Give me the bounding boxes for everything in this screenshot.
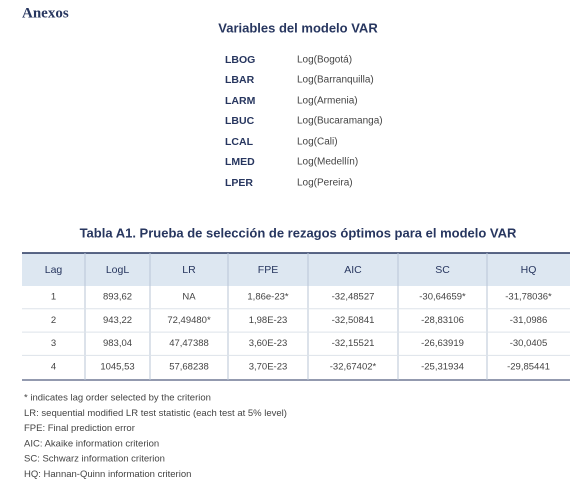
variable-code: LMED bbox=[225, 156, 255, 168]
table-cell: -28,83106 bbox=[421, 315, 464, 326]
page-title: Anexos bbox=[22, 5, 69, 21]
variable-label: Log(Armenia) bbox=[297, 96, 358, 107]
note: * indicates lag order selected by the cr… bbox=[24, 393, 211, 404]
table-cell: -31,0986 bbox=[510, 315, 548, 326]
table-cell: 943,22 bbox=[103, 315, 132, 326]
table-cell: 4 bbox=[51, 361, 56, 372]
table-header: LogL bbox=[106, 264, 130, 276]
table-cell: -30,64659* bbox=[419, 292, 466, 303]
table-header: FPE bbox=[258, 264, 278, 276]
table-cell: -30,0405 bbox=[510, 338, 548, 349]
variable-label: Log(Bucaramanga) bbox=[297, 116, 383, 127]
table-header: Lag bbox=[45, 264, 63, 276]
note: AIC: Akaike information criterion bbox=[24, 438, 159, 449]
variable-code: LCAL bbox=[225, 136, 254, 148]
table-cell: NA bbox=[182, 292, 196, 303]
variable-label: Log(Barranquilla) bbox=[297, 75, 374, 86]
variable-code: LBUC bbox=[225, 115, 255, 127]
table-header-bg bbox=[22, 253, 570, 286]
table-cell: 3 bbox=[51, 338, 56, 349]
table-header: LR bbox=[182, 264, 196, 276]
table-cell: 1045,53 bbox=[100, 361, 134, 372]
table-cell: 1,98E-23 bbox=[249, 315, 288, 326]
variable-label: Log(Pereira) bbox=[297, 178, 353, 189]
variable-label: Log(Cali) bbox=[297, 137, 338, 148]
table-title: Tabla A1. Prueba de selección de rezagos… bbox=[80, 225, 517, 240]
table-cell: 3,60E-23 bbox=[249, 338, 288, 349]
table-cell: -25,31934 bbox=[421, 361, 464, 372]
table-cell: 983,04 bbox=[103, 338, 132, 349]
table-cell: 72,49480* bbox=[167, 315, 211, 326]
table-cell: 2 bbox=[51, 315, 56, 326]
table-cell: 57,68238 bbox=[169, 361, 209, 372]
table-cell: 3,70E-23 bbox=[249, 361, 288, 372]
table-cell: -29,85441 bbox=[507, 361, 550, 372]
table-cell: -32,67402* bbox=[330, 361, 377, 372]
variable-code: LARM bbox=[225, 95, 256, 107]
table-cell: -26,63919 bbox=[421, 338, 464, 349]
table-header: SC bbox=[435, 264, 450, 276]
table-cell: -32,48527 bbox=[332, 292, 375, 303]
table-cell: 893,62 bbox=[103, 292, 132, 303]
table-header: HQ bbox=[521, 264, 537, 276]
note: FPE: Final prediction error bbox=[24, 423, 135, 434]
note: LR: sequential modified LR test statisti… bbox=[24, 408, 287, 419]
table-cell: 1,86e-23* bbox=[247, 292, 289, 303]
note: HQ: Hannan-Quinn information criterion bbox=[24, 469, 191, 480]
table-header: AIC bbox=[344, 264, 362, 276]
variable-label: Log(Bogotá) bbox=[297, 55, 352, 66]
table-cell: -31,78036* bbox=[505, 292, 552, 303]
variable-code: LBAR bbox=[225, 74, 255, 86]
note: SC: Schwarz information criterion bbox=[24, 454, 165, 465]
table-cell: -32,15521 bbox=[332, 338, 375, 349]
table-cell: -32,50841 bbox=[332, 315, 375, 326]
variable-code: LBOG bbox=[225, 54, 255, 66]
variables-title: Variables del modelo VAR bbox=[218, 20, 378, 35]
table-cell: 1 bbox=[51, 292, 56, 303]
variable-code: LPER bbox=[225, 177, 253, 189]
variable-label: Log(Medellín) bbox=[297, 157, 358, 168]
table-cell: 47,47388 bbox=[169, 338, 209, 349]
